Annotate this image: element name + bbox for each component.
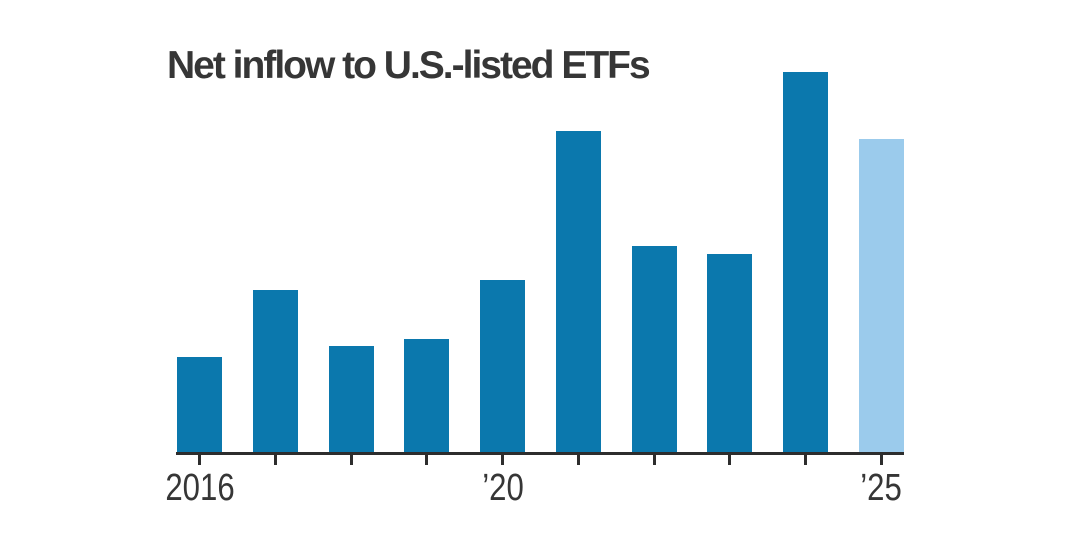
bar-2022 <box>631 246 677 452</box>
bar-2024 <box>783 72 828 452</box>
x-axis-tick-2021 <box>576 455 580 465</box>
bar-2023 <box>707 254 753 452</box>
bar-2017 <box>252 290 298 452</box>
bar-2025 <box>858 139 904 452</box>
bar-2018 <box>328 346 374 452</box>
x-axis-label-2020: ’20 <box>481 467 524 509</box>
x-axis-tick-2024 <box>804 455 807 465</box>
bar-2020 <box>480 280 525 452</box>
bar-2016 <box>177 357 222 452</box>
x-axis-tick-2018 <box>349 455 353 465</box>
x-axis-tick-2022 <box>652 455 656 465</box>
chart-title: Net inflow to U.S.-listed ETFs <box>167 44 651 87</box>
x-axis-tick-2017 <box>273 455 277 465</box>
x-axis-tick-2025 <box>879 455 883 465</box>
x-axis-label-2016: 2016 <box>164 467 235 509</box>
x-axis-tick-2023 <box>728 455 732 465</box>
bar-2021 <box>555 131 601 452</box>
x-axis-label-2025: ’25 <box>860 467 903 509</box>
x-axis-tick-2019 <box>425 455 429 465</box>
bar-2019 <box>404 339 450 452</box>
x-axis-tick-2020 <box>501 455 504 465</box>
x-axis-line <box>176 452 904 455</box>
x-axis-tick-2016 <box>198 455 201 465</box>
